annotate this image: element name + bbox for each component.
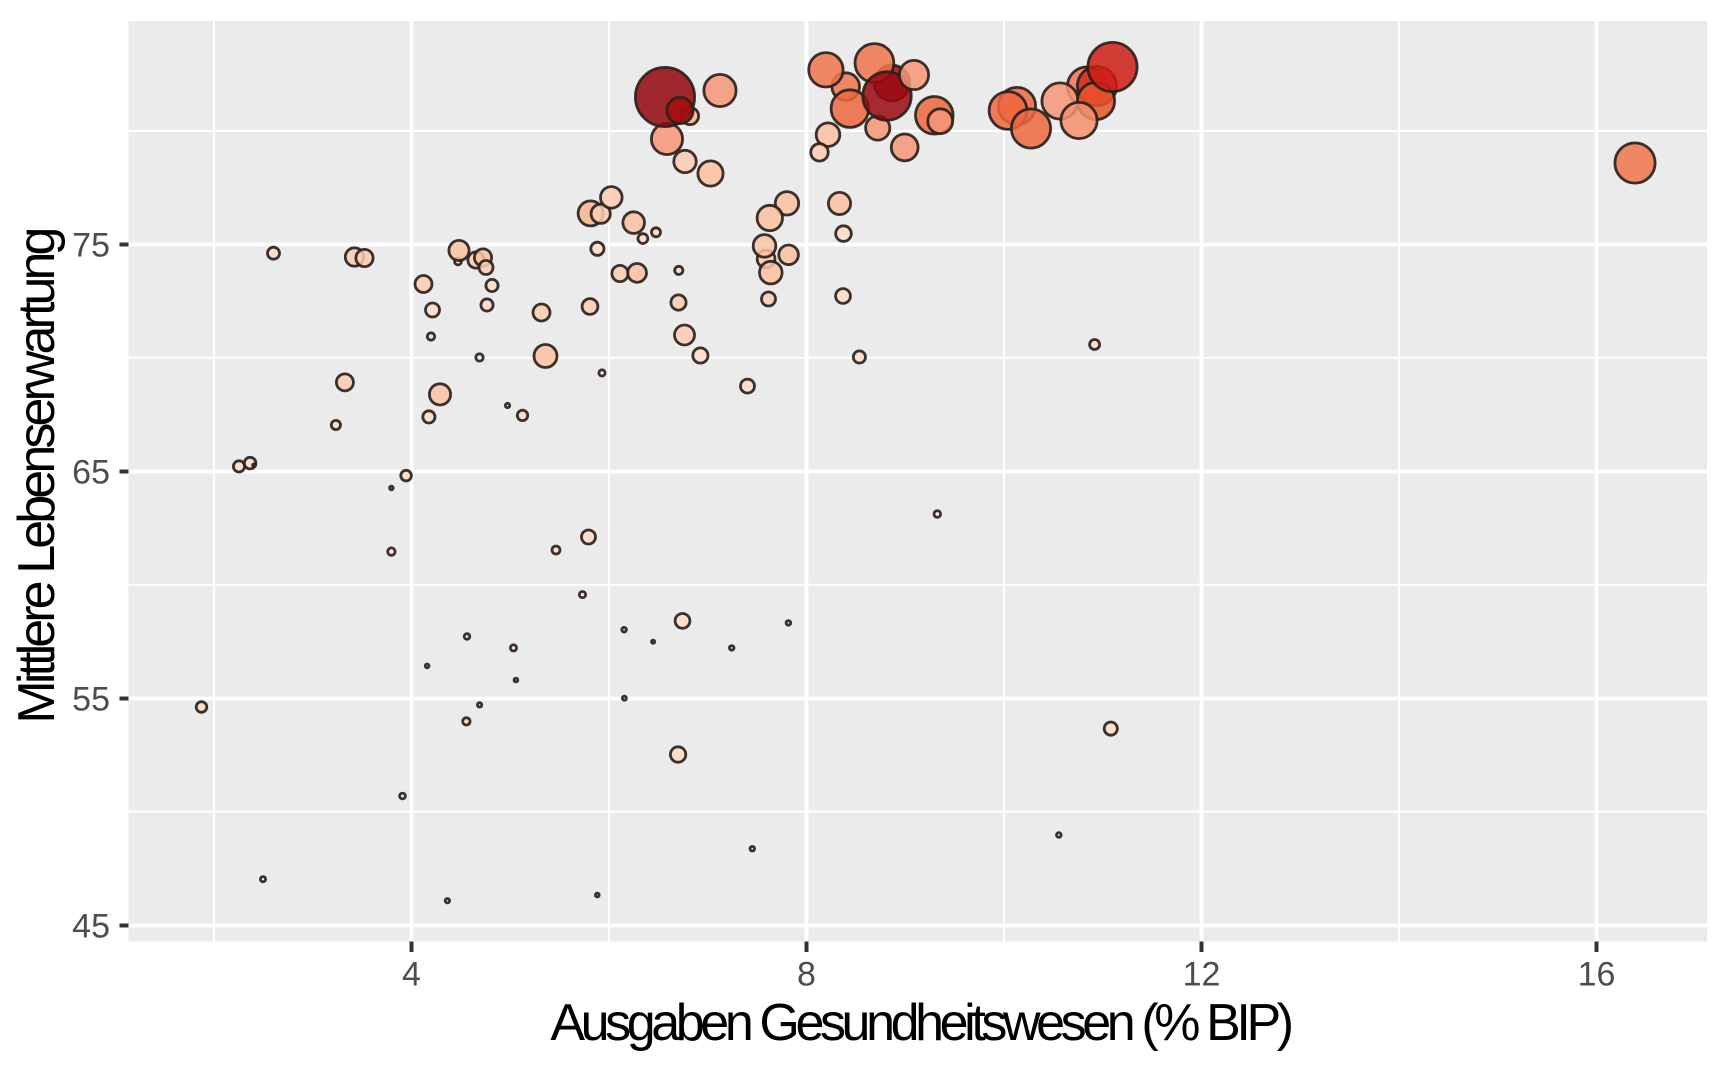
svg-text:75: 75: [72, 227, 110, 265]
svg-text:12: 12: [1183, 956, 1221, 994]
svg-text:16: 16: [1578, 956, 1616, 994]
svg-text:Mittlere Lebenserwartung: Mittlere Lebenserwartung: [8, 229, 66, 723]
svg-text:65: 65: [72, 454, 110, 492]
svg-text:45: 45: [72, 908, 110, 946]
svg-text:8: 8: [797, 956, 816, 994]
svg-text:4: 4: [402, 956, 421, 994]
svg-text:55: 55: [72, 681, 110, 719]
svg-text:Ausgaben Gesundheitswesen (% B: Ausgaben Gesundheitswesen (% BIP): [550, 994, 1291, 1052]
